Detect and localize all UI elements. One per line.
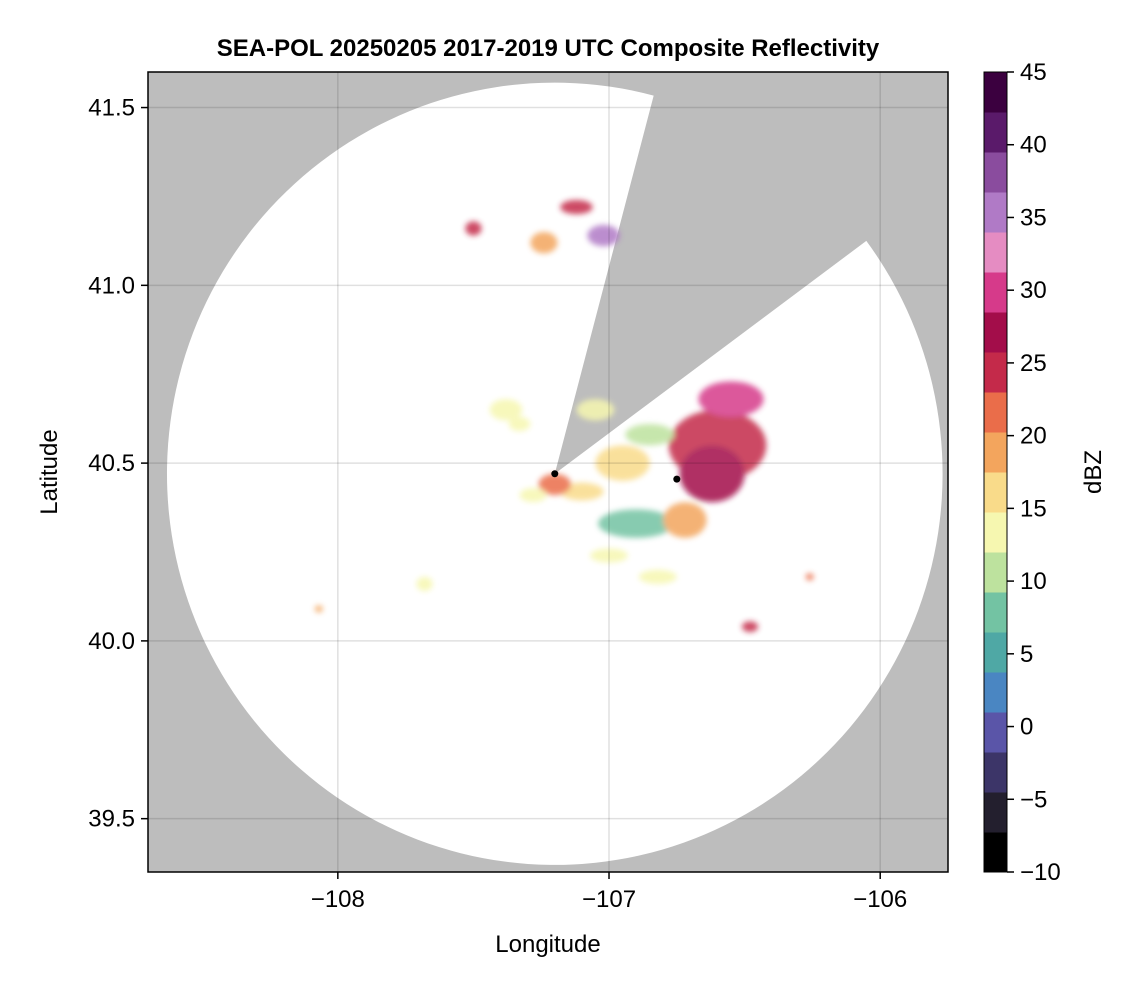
echo-region	[805, 573, 814, 581]
echo-region	[489, 399, 523, 421]
colorbar-tick-label: 10	[1020, 568, 1047, 595]
colorbar-segment	[984, 512, 1007, 533]
colorbar-segment	[984, 392, 1007, 413]
colorbar-segment	[984, 552, 1007, 573]
colorbar-segment	[984, 492, 1007, 513]
colorbar-segment	[984, 752, 1007, 773]
y-tick-label: 40.5	[88, 450, 135, 477]
echo-region	[625, 424, 675, 446]
echo-region	[538, 473, 572, 496]
gridlines	[148, 72, 948, 872]
colorbar	[983, 71, 1008, 873]
echo-region	[590, 548, 629, 563]
y-axis-ticks: 39.5 40.0 40.5 41.0 41.5	[88, 95, 148, 833]
colorbar-tick-label: −10	[1020, 859, 1061, 886]
colorbar-tick-label: 15	[1020, 495, 1047, 522]
y-tick-label: 41.0	[88, 272, 135, 299]
colorbar-segment	[984, 592, 1007, 613]
x-tick-label: −106	[853, 886, 907, 913]
site-marker	[673, 475, 681, 483]
colorbar-segment	[984, 412, 1007, 433]
echo-region	[530, 232, 558, 254]
colorbar-segment	[984, 292, 1007, 313]
echo-region	[741, 621, 759, 633]
echo-region	[587, 224, 620, 247]
colorbar-frame	[983, 71, 1008, 873]
echo-region	[598, 509, 675, 538]
colorbar-segment	[984, 192, 1007, 213]
colorbar-tick-label: 5	[1020, 641, 1033, 668]
colorbar-segment	[984, 692, 1007, 713]
colorbar-segment	[984, 672, 1007, 693]
colorbar-segment	[984, 92, 1007, 113]
colorbar-segment	[984, 72, 1007, 93]
colorbar-tick-label: 30	[1020, 277, 1047, 304]
colorbar-tick-label: 40	[1020, 132, 1047, 159]
plot-frame	[147, 71, 949, 873]
reflectivity-echoes	[314, 200, 814, 633]
echo-region	[595, 445, 650, 481]
x-axis-ticks: −108 −107 −106	[311, 872, 907, 913]
echo-region	[508, 416, 531, 432]
colorbar-segment	[984, 312, 1007, 333]
echo-region	[638, 569, 677, 585]
colorbar-segment	[984, 112, 1007, 133]
echo-region	[663, 502, 707, 538]
echo-region	[314, 605, 323, 613]
echo-region	[679, 445, 745, 503]
plot-area	[148, 72, 948, 872]
colorbar-segment	[984, 252, 1007, 273]
colorbar-segment	[984, 232, 1007, 253]
x-axis-label: Longitude	[495, 931, 600, 958]
colorbar-segment	[984, 532, 1007, 553]
colorbar-segment	[984, 452, 1007, 473]
colorbar-segment	[984, 472, 1007, 493]
colorbar-segment	[984, 432, 1007, 453]
colorbar-segment	[984, 212, 1007, 233]
colorbar-segment	[984, 772, 1007, 793]
colorbar-tick-label: −5	[1020, 786, 1047, 813]
markers	[551, 470, 681, 483]
colorbar-segment	[984, 272, 1007, 293]
colorbar-segment	[984, 572, 1007, 593]
x-tick-label: −108	[311, 886, 365, 913]
echo-region	[576, 399, 615, 421]
colorbar-tick-label: 45	[1020, 59, 1047, 86]
colorbar-ticks: −10 −5 0 5 10 15 20 25 30 35 40 45	[1007, 59, 1061, 886]
colorbar-tick-label: 20	[1020, 423, 1047, 450]
y-tick-label: 39.5	[88, 806, 135, 833]
colorbar-segment	[984, 352, 1007, 373]
site-marker	[551, 470, 559, 478]
chart-title: SEA-POL 20250205 2017-2019 UTC Composite…	[217, 35, 880, 62]
echo-region	[465, 221, 482, 236]
colorbar-segment	[984, 712, 1007, 733]
colorbar-segment	[984, 732, 1007, 753]
colorbar-segment	[984, 372, 1007, 393]
echo-region	[560, 200, 593, 215]
colorbar-segment	[984, 152, 1007, 173]
colorbar-segment	[984, 612, 1007, 633]
colorbar-segment	[984, 852, 1007, 873]
colorbar-segment	[984, 812, 1007, 833]
colorbar-segment	[984, 652, 1007, 673]
colorbar-segment	[984, 632, 1007, 653]
echo-region	[416, 576, 433, 592]
echo-region	[519, 488, 547, 503]
colorbar-segment	[984, 172, 1007, 193]
colorbar-label: dBZ	[1080, 450, 1107, 494]
y-tick-label: 41.5	[88, 95, 135, 122]
colorbar-segment	[984, 332, 1007, 353]
colorbar-segment	[984, 832, 1007, 853]
colorbar-segment	[984, 132, 1007, 153]
y-axis-label: Latitude	[36, 429, 63, 514]
x-tick-label: −107	[582, 886, 636, 913]
colorbar-tick-label: 25	[1020, 350, 1047, 377]
echo-region	[698, 381, 764, 417]
echo-region	[560, 482, 604, 501]
y-tick-label: 40.0	[88, 628, 135, 655]
colorbar-tick-label: 0	[1020, 714, 1033, 741]
colorbar-segment	[984, 792, 1007, 813]
colorbar-tick-label: 35	[1020, 204, 1047, 231]
